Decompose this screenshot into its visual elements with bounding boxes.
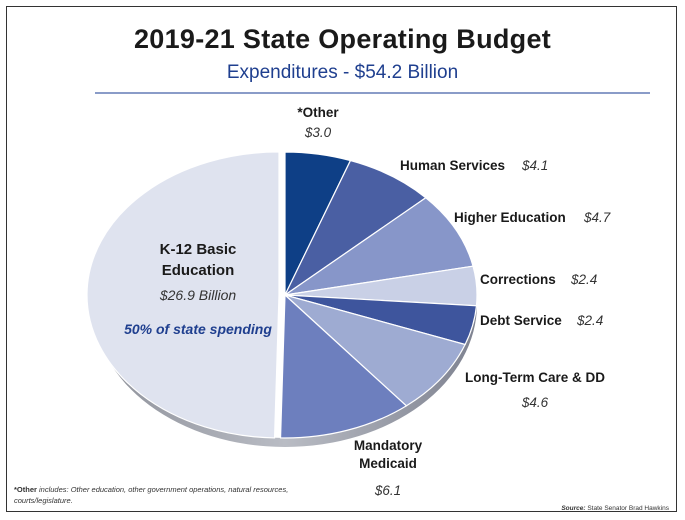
- source-note: Source: State Senator Brad Hawkins: [561, 505, 669, 512]
- footnote: *Other includes: Other education, other …: [14, 484, 344, 506]
- pie-slice-higher-education: [284, 197, 474, 296]
- label-corrections-value: $2.4: [570, 272, 597, 287]
- label-debt-service-value: $2.4: [576, 313, 603, 328]
- label-long-term-care-value: $4.6: [521, 395, 549, 410]
- label-debt-service-name: Debt Service: [480, 313, 562, 328]
- label-medicaid-line2: Medicaid: [359, 456, 417, 471]
- label-medicaid-line1: Mandatory: [354, 438, 423, 453]
- label-k12-line1: K-12 Basic: [160, 241, 237, 258]
- label-other-value: $3.0: [304, 125, 332, 140]
- pie-slices: [86, 151, 478, 439]
- footnote-text: includes: Other education, other governm…: [14, 485, 289, 505]
- chart-subtitle: Expenditures - $54.2 Billion: [226, 62, 459, 83]
- footnote-label: *Other: [14, 485, 37, 494]
- label-medicaid-value: $6.1: [374, 483, 401, 498]
- label-corrections-name: Corrections: [480, 272, 556, 287]
- label-long-term-care-name: Long-Term Care & DD: [465, 370, 605, 385]
- label-other-name: *Other: [297, 105, 339, 120]
- label-higher-education-name: Higher Education: [454, 210, 566, 225]
- source-text: State Senator Brad Hawkins: [585, 505, 669, 512]
- label-human-services-value: $4.1: [521, 158, 548, 173]
- label-higher-education-value: $4.7: [583, 210, 611, 225]
- title-divider: [95, 92, 650, 94]
- slice-labels: *Other $3.0 Human Services $4.1 Higher E…: [124, 105, 611, 498]
- label-k12-share: 50% of state spending: [124, 321, 272, 337]
- label-human-services-name: Human Services: [400, 158, 505, 173]
- pie-slice-mandatory-medicaid: [279, 293, 408, 439]
- label-k12-line2: Education: [162, 262, 235, 279]
- pie-slice-k-12-basic-education: [86, 151, 280, 439]
- chart-title: 2019-21 State Operating Budget: [133, 24, 552, 54]
- source-label: Source:: [561, 505, 586, 512]
- label-k12-value: $26.9 Billion: [159, 287, 236, 303]
- pie-slice-long-term-care-dd: [284, 294, 466, 407]
